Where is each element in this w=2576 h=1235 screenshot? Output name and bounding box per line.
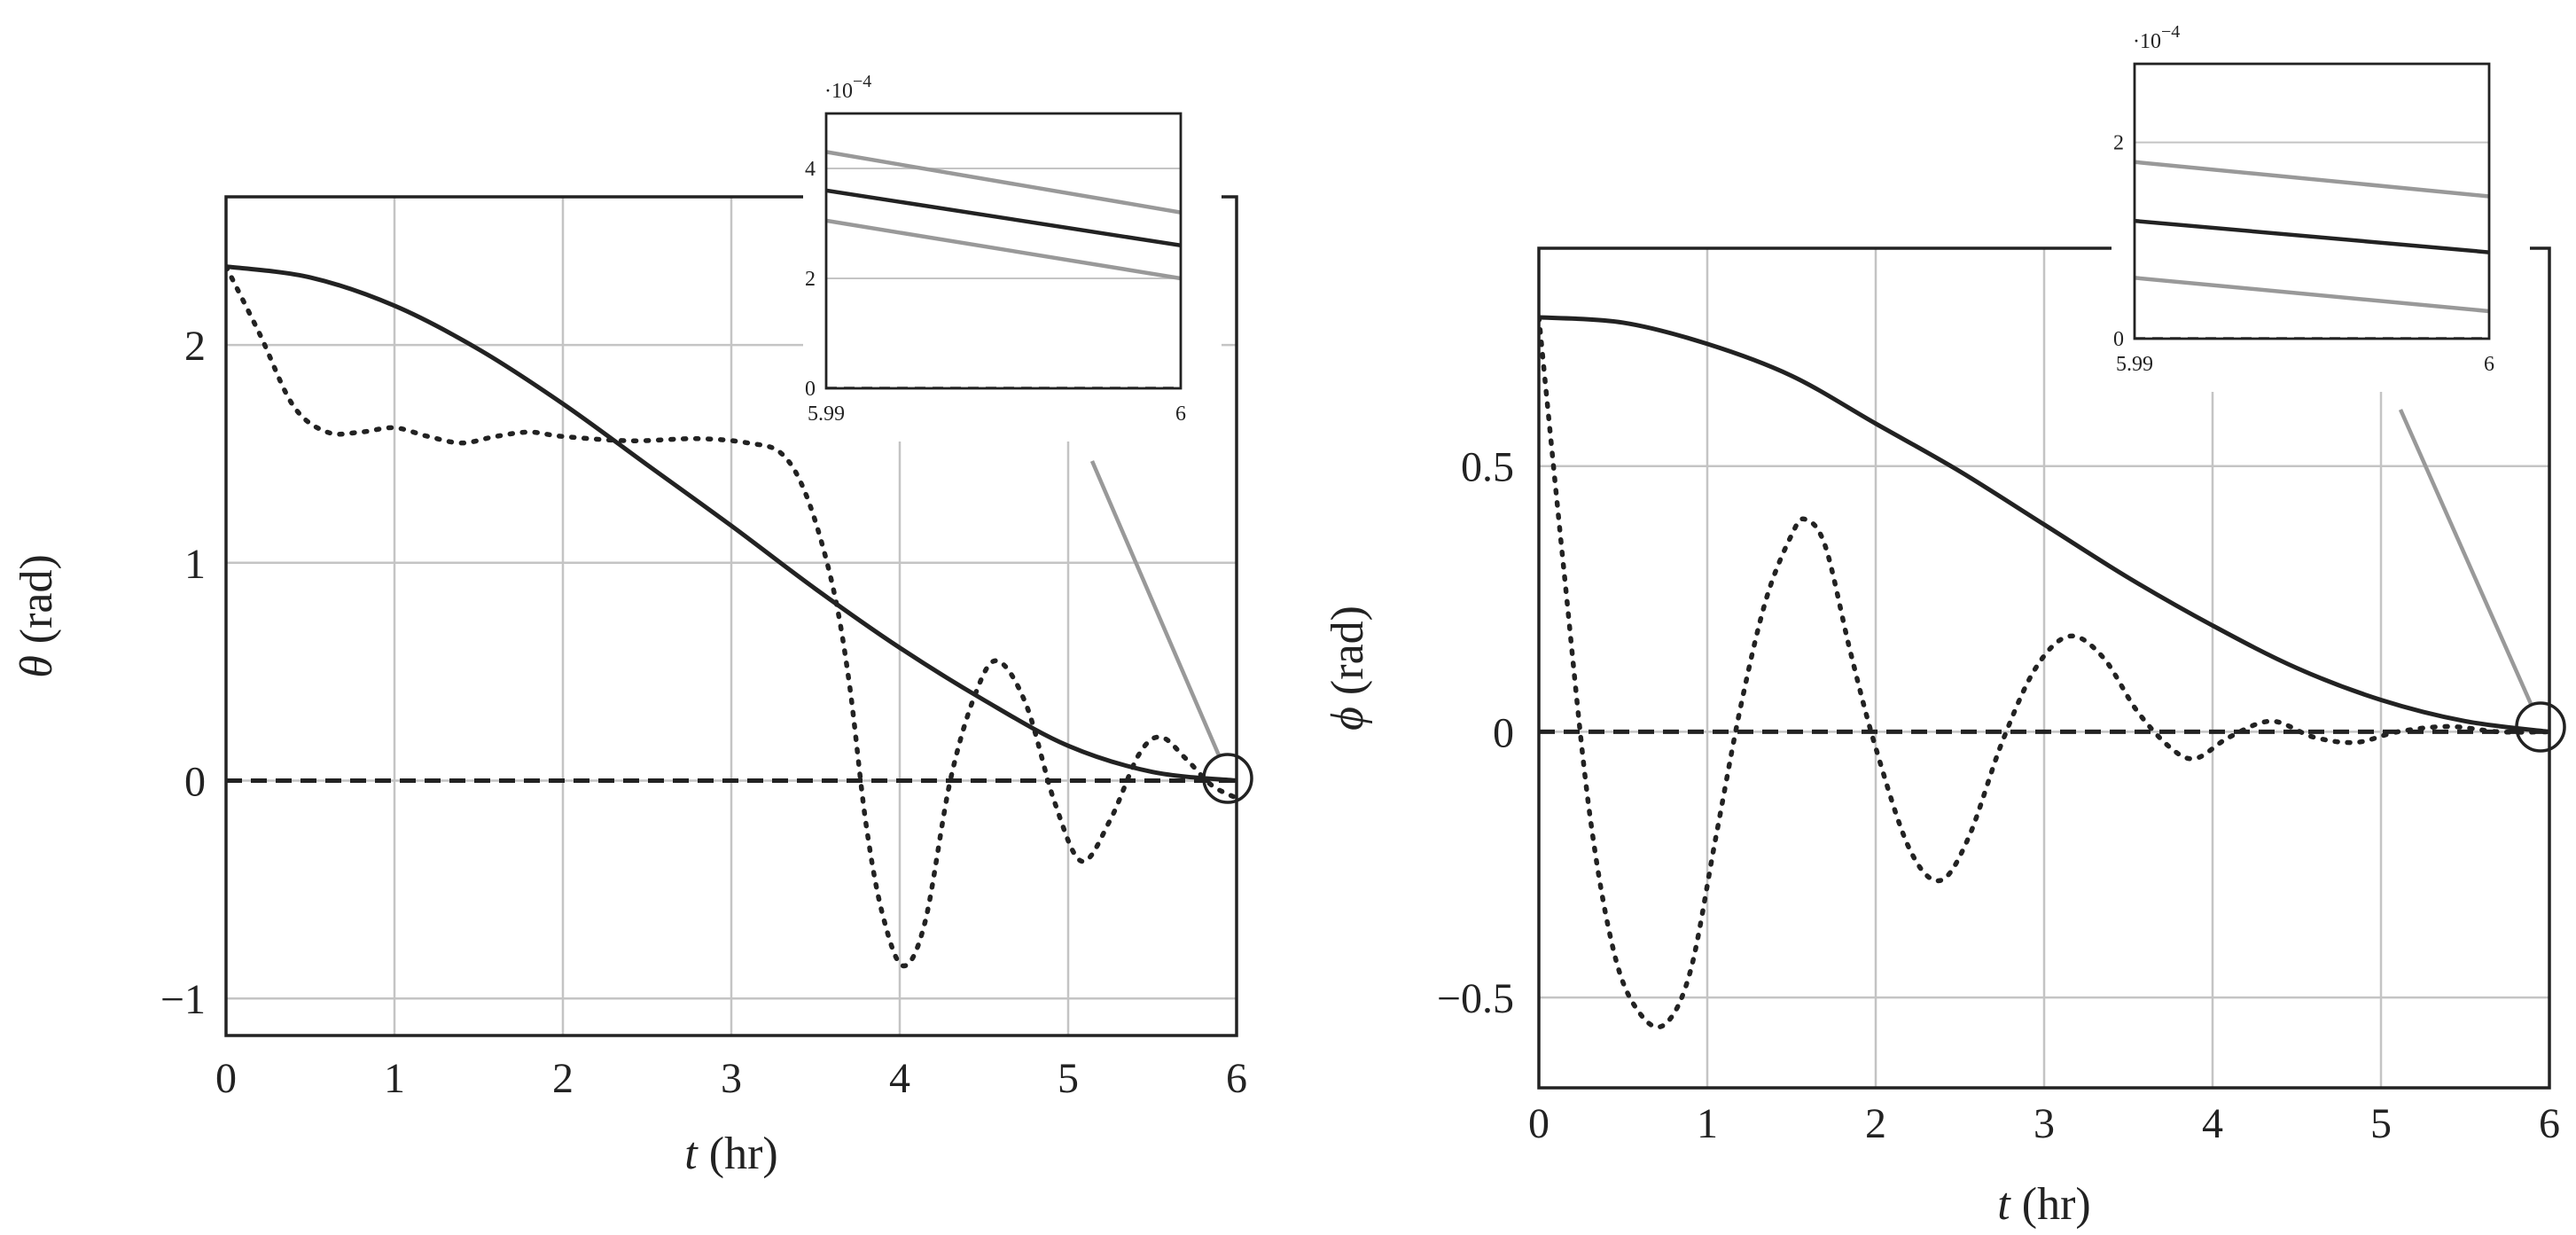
y-tick-label: 2 [184,323,206,370]
y-tick-label: −1 [160,976,206,1023]
inset-background [2112,11,2530,392]
inset-x-tick-label: 6 [1175,403,1186,426]
zoom-circle [1202,753,1253,804]
inset-exponent-base: ·10 [2133,30,2161,53]
inset-exponent-label: ·10−4 [824,72,871,103]
inset-y-tick-label: 2 [2113,132,2124,155]
inset-frame [824,112,1183,390]
x-tick-label: 6 [1226,1055,1247,1102]
inset-series-line [2135,218,2489,254]
y-axis-label: ϕ (rad) [1323,606,1373,731]
series-group [1539,315,2549,1030]
zoom-connector-line [2398,409,2534,707]
y-tick-label: 0 [1493,709,1514,756]
y-axis-label: θ (rad) [12,554,62,678]
inset-frame [2133,62,2491,340]
x-tick-label: 0 [1528,1100,1550,1147]
series-line-solid [226,264,1237,783]
inset-y-tick-label: 2 [805,268,816,291]
inset-exponent-power: −4 [2161,22,2180,42]
zoom-circle [2515,701,2566,753]
y-tick-label: 0.5 [1461,444,1514,491]
x-tick-label: 4 [2202,1100,2223,1147]
y-axis-label-var: θ [12,655,62,678]
x-axis-label: t (hr) [1997,1179,2090,1230]
x-tick-label: 4 [889,1055,910,1102]
inset-x-tick-label: 5.99 [2116,353,2153,376]
y-tick-label: 0 [184,759,206,806]
inset-exponent-label: ·10−4 [2133,22,2180,53]
series-line-dotted [1539,315,2549,1030]
inset-series-line [2135,160,2489,199]
series-group [226,263,1237,969]
plot-frame [224,195,1238,1037]
inset-exponent-base: ·10 [824,80,853,103]
zoom-connector-line [1089,460,1222,756]
inset-y-tick-label: 4 [805,158,816,181]
inset-y-tick-label: 0 [2113,328,2124,351]
x-tick-label: 2 [552,1055,574,1102]
chart-2: 0 1 2 3 4 5 6 −0.5 0 0.5 t (hr) ϕ (rad) 0 2 5.99 6 ·10−4 [1323,11,2566,1230]
y-axis-label-unit: (rad) [1323,606,1373,707]
x-tick-label: 0 [215,1055,237,1102]
y-axis-label-unit: (rad) [12,554,62,655]
x-axis-label: t (hr) [684,1129,777,1179]
x-tick-label: 1 [384,1055,405,1102]
x-tick-label: 3 [2033,1100,2055,1147]
inset-x-tick-label: 5.99 [808,403,845,426]
x-axis-label-unit: (hr) [698,1129,778,1179]
x-axis-label-var: t [684,1129,699,1179]
inset: 0 2 4 5.99 6 ·10−4 [803,60,1222,442]
x-axis-label-unit: (hr) [2010,1179,2091,1230]
inset-series-line [826,188,1181,248]
x-tick-label: 5 [2370,1100,2392,1147]
x-axis-label-var: t [1997,1179,2011,1230]
inset-series-group [826,150,1181,388]
x-tick-label: 1 [1697,1100,1718,1147]
x-tick-label: 3 [721,1055,742,1102]
inset-series-line [826,150,1181,215]
x-tick-label: 5 [1058,1055,1079,1102]
series-line-solid [1539,315,2549,734]
plot-frame [1537,246,2551,1090]
inset-series-line [2135,276,2489,314]
inset-y-tick-label: 0 [805,378,816,401]
inset-series-group [2135,160,2489,339]
x-tick-label: 6 [2539,1100,2560,1147]
inset-series-line [826,218,1181,281]
y-axis-label-var: ϕ [1323,707,1373,731]
y-tick-label: 1 [184,541,206,588]
inset: 0 2 5.99 6 ·10−4 [2112,11,2530,392]
series-line-dotted [226,263,1237,969]
y-tick-label: −0.5 [1437,975,1514,1022]
inset-exponent-power: −4 [853,72,871,91]
x-tick-label: 2 [1865,1100,1886,1147]
inset-x-tick-label: 6 [2484,353,2494,376]
